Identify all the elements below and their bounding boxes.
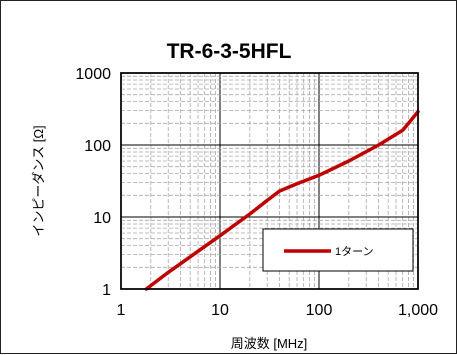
x-tick-label: 1,000 (398, 302, 438, 319)
y-tick-label: 100 (84, 138, 111, 155)
y-axis-label: インピーダンス [Ω] (31, 125, 46, 236)
gridlines (121, 73, 418, 289)
legend-label: 1ターン (335, 245, 374, 258)
x-axis-ticks: 1 10 100 1,000 (117, 302, 439, 319)
plot-border (120, 72, 419, 290)
y-tick-label: 1000 (75, 66, 111, 83)
series-line-1turn (144, 109, 420, 291)
y-axis-ticks: 1 10 100 1000 (75, 66, 111, 299)
y-tick-label: 1 (102, 282, 111, 299)
chart-title: TR-6-3-5HFL (167, 40, 292, 63)
x-axis-label: 周波数 [MHz] (231, 336, 308, 351)
x-tick-label: 10 (211, 302, 229, 319)
x-tick-label: 100 (306, 302, 333, 319)
x-tick-label: 1 (117, 302, 126, 319)
y-tick-label: 10 (93, 210, 111, 227)
legend: 1ターン (262, 228, 414, 272)
